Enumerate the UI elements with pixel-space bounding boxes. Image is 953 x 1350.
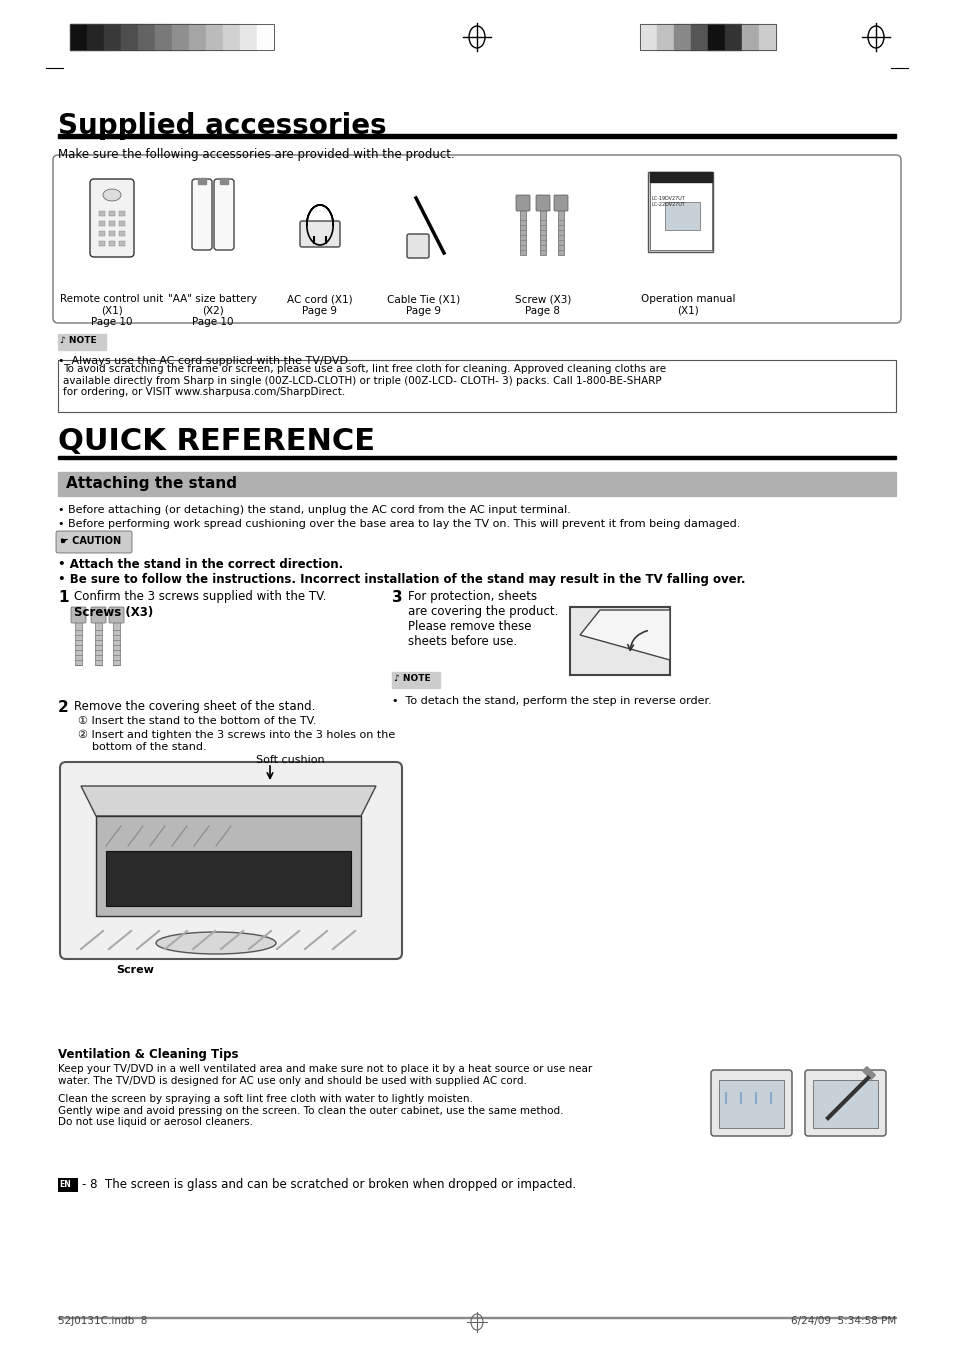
Bar [138, 24, 154, 50]
FancyBboxPatch shape [516, 194, 530, 211]
Text: Screw (X3)
Page 8: Screw (X3) Page 8 [515, 294, 571, 316]
Text: ♪ NOTE: ♪ NOTE [60, 336, 96, 346]
Bar [112, 617, 120, 666]
Text: Screw: Screw [116, 965, 153, 975]
Bar [87, 24, 104, 50]
Bar [58, 333, 106, 350]
Text: Attaching the stand: Attaching the stand [66, 477, 236, 491]
Bar [639, 24, 775, 50]
Polygon shape [81, 786, 375, 815]
Bar [639, 24, 657, 50]
Text: •  Always use the AC cord supplied with the TV/DVD.: • Always use the AC cord supplied with t… [58, 356, 352, 366]
Bar [109, 242, 115, 246]
Bar [539, 205, 545, 255]
Text: Make sure the following accessories are provided with the product.: Make sure the following accessories are … [58, 148, 455, 161]
Bar [58, 134, 895, 138]
Bar [109, 231, 115, 236]
Bar [99, 221, 105, 225]
Bar [719, 1080, 783, 1129]
Text: To avoid scratching the frame or screen, please use a soft, lint free cloth for : To avoid scratching the frame or screen,… [63, 364, 665, 397]
Text: • Before performing work spread cushioning over the base area to lay the TV on. : • Before performing work spread cushioni… [58, 518, 740, 529]
Text: Screws (X3): Screws (X3) [74, 606, 153, 620]
Text: • Attach the stand in the correct direction.: • Attach the stand in the correct direct… [58, 558, 343, 571]
Bar [649, 171, 711, 182]
Text: QUICK REFERENCE: QUICK REFERENCE [58, 427, 375, 456]
Bar [99, 231, 105, 236]
Bar [70, 24, 274, 50]
Text: Operation manual
(X1): Operation manual (X1) [640, 294, 735, 316]
Bar [812, 1080, 877, 1129]
Text: Clean the screen by spraying a soft lint free cloth with water to lightly moiste: Clean the screen by spraying a soft lint… [58, 1094, 563, 1127]
Bar [109, 211, 115, 216]
Ellipse shape [103, 189, 121, 201]
Text: Soft cushion: Soft cushion [255, 755, 324, 765]
FancyBboxPatch shape [91, 608, 106, 622]
Text: - 8  The screen is glass and can be scratched or broken when dropped or impacted: - 8 The screen is glass and can be scrat… [82, 1179, 576, 1191]
Ellipse shape [156, 931, 275, 954]
Text: 3: 3 [392, 590, 402, 605]
FancyBboxPatch shape [53, 155, 900, 323]
FancyBboxPatch shape [213, 180, 233, 250]
Text: ☛ CAUTION: ☛ CAUTION [60, 536, 121, 545]
FancyBboxPatch shape [804, 1071, 885, 1135]
FancyBboxPatch shape [90, 180, 133, 256]
Bar [569, 608, 669, 675]
Bar [649, 174, 711, 250]
Text: ① Insert the stand to the bottom of the TV.: ① Insert the stand to the bottom of the … [78, 716, 316, 726]
Bar [198, 178, 206, 184]
Bar [664, 202, 700, 230]
Bar [154, 24, 172, 50]
Bar [862, 1066, 875, 1080]
Bar [95, 617, 102, 666]
Bar [119, 221, 125, 225]
Bar [172, 24, 189, 50]
Text: Remote control unit
(X1)
Page 10: Remote control unit (X1) Page 10 [60, 294, 164, 327]
Text: Supplied accessories: Supplied accessories [58, 112, 386, 140]
Bar [119, 231, 125, 236]
Bar [707, 24, 724, 50]
Text: Remove the covering sheet of the stand.: Remove the covering sheet of the stand. [74, 701, 315, 713]
Bar [240, 24, 256, 50]
Bar [99, 242, 105, 246]
Bar [657, 24, 673, 50]
Text: •  To detach the stand, perform the step in reverse order.: • To detach the stand, perform the step … [392, 697, 711, 706]
Text: EN: EN [59, 1180, 71, 1189]
Bar [558, 205, 563, 255]
Bar [741, 24, 759, 50]
Text: 2: 2 [58, 701, 69, 716]
FancyBboxPatch shape [536, 194, 550, 211]
Text: 1: 1 [58, 590, 69, 605]
Text: • Before attaching (or detaching) the stand, unplug the AC cord from the AC inpu: • Before attaching (or detaching) the st… [58, 505, 570, 514]
FancyBboxPatch shape [299, 221, 339, 247]
Text: ② Insert and tighten the 3 screws into the 3 holes on the
    bottom of the stan: ② Insert and tighten the 3 screws into t… [78, 730, 395, 752]
Bar [206, 24, 223, 50]
FancyBboxPatch shape [554, 194, 567, 211]
Text: 52J0131C.indb  8: 52J0131C.indb 8 [58, 1316, 147, 1326]
Text: ♪ NOTE: ♪ NOTE [394, 674, 430, 683]
Bar [673, 24, 690, 50]
Bar [189, 24, 206, 50]
Text: Ventilation & Cleaning Tips: Ventilation & Cleaning Tips [58, 1048, 238, 1061]
FancyBboxPatch shape [109, 608, 124, 622]
Bar [759, 24, 775, 50]
Bar [220, 178, 228, 184]
FancyBboxPatch shape [60, 761, 401, 958]
Bar [392, 672, 439, 688]
Text: "AA" size battery
(X2)
Page 10: "AA" size battery (X2) Page 10 [169, 294, 257, 327]
Bar [690, 24, 707, 50]
Text: Cable Tie (X1)
Page 9: Cable Tie (X1) Page 9 [387, 294, 460, 316]
Bar [58, 360, 895, 412]
Bar [96, 815, 360, 917]
FancyBboxPatch shape [56, 531, 132, 554]
FancyBboxPatch shape [710, 1071, 791, 1135]
Bar [75, 617, 82, 666]
Bar [724, 24, 741, 50]
Text: AC cord (X1)
Page 9: AC cord (X1) Page 9 [287, 294, 353, 316]
Bar [223, 24, 240, 50]
Bar [519, 205, 525, 255]
Text: Keep your TV/DVD in a well ventilated area and make sure not to place it by a he: Keep your TV/DVD in a well ventilated ar… [58, 1064, 592, 1085]
Bar [119, 242, 125, 246]
FancyBboxPatch shape [407, 234, 429, 258]
Text: For protection, sheets
are covering the product.
Please remove these
sheets befo: For protection, sheets are covering the … [408, 590, 558, 648]
Bar [647, 171, 712, 252]
